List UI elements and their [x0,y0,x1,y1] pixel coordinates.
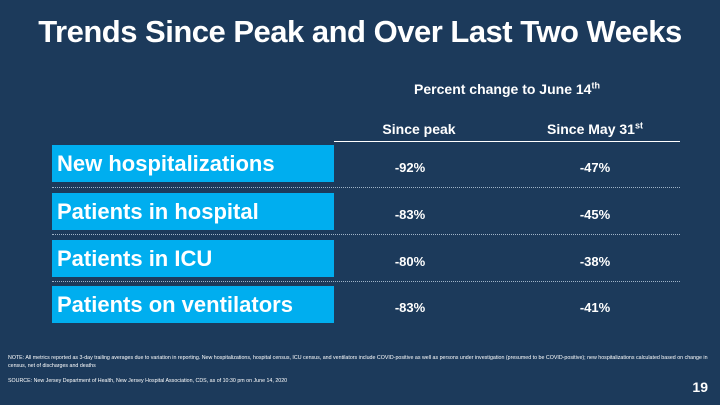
row-label-patients-in-hospital: Patients in hospital [52,193,334,230]
cell-since-may31: -38% [579,254,611,269]
header-divider [334,141,680,142]
cell-since-peak: -83% [394,300,426,315]
table-subheader: Percent change to June 14th [334,81,680,97]
row-divider [52,234,680,235]
cell-since-peak: -80% [394,254,426,269]
cell-since-may31: -45% [579,207,611,222]
cell-since-may31: -47% [579,160,611,175]
column-header-since-may31: Since May 31st [547,120,643,137]
cell-since-peak: -83% [394,207,426,222]
subheader-suffix: th [591,80,600,91]
slide-title: Trends Since Peak and Over Last Two Week… [38,14,682,49]
column-header-since-peak: Since peak [382,121,456,137]
row-label-new-hospitalizations: New hospitalizations [52,145,334,182]
page-number: 19 [692,379,708,395]
cell-since-may31: -41% [579,300,611,315]
subheader-text: Percent change to June 14 [414,81,592,97]
footnote: NOTE: All metrics reported as 3-day trai… [8,355,708,369]
column-header-suffix: st [634,120,643,131]
source-note: SOURCE: New Jersey Department of Health,… [8,378,288,384]
row-divider [52,187,680,188]
row-label-patients-in-icu: Patients in ICU [52,240,334,277]
row-divider [52,281,680,282]
cell-since-peak: -92% [394,160,426,175]
row-label-patients-on-ventilators: Patients on ventilators [52,286,334,323]
